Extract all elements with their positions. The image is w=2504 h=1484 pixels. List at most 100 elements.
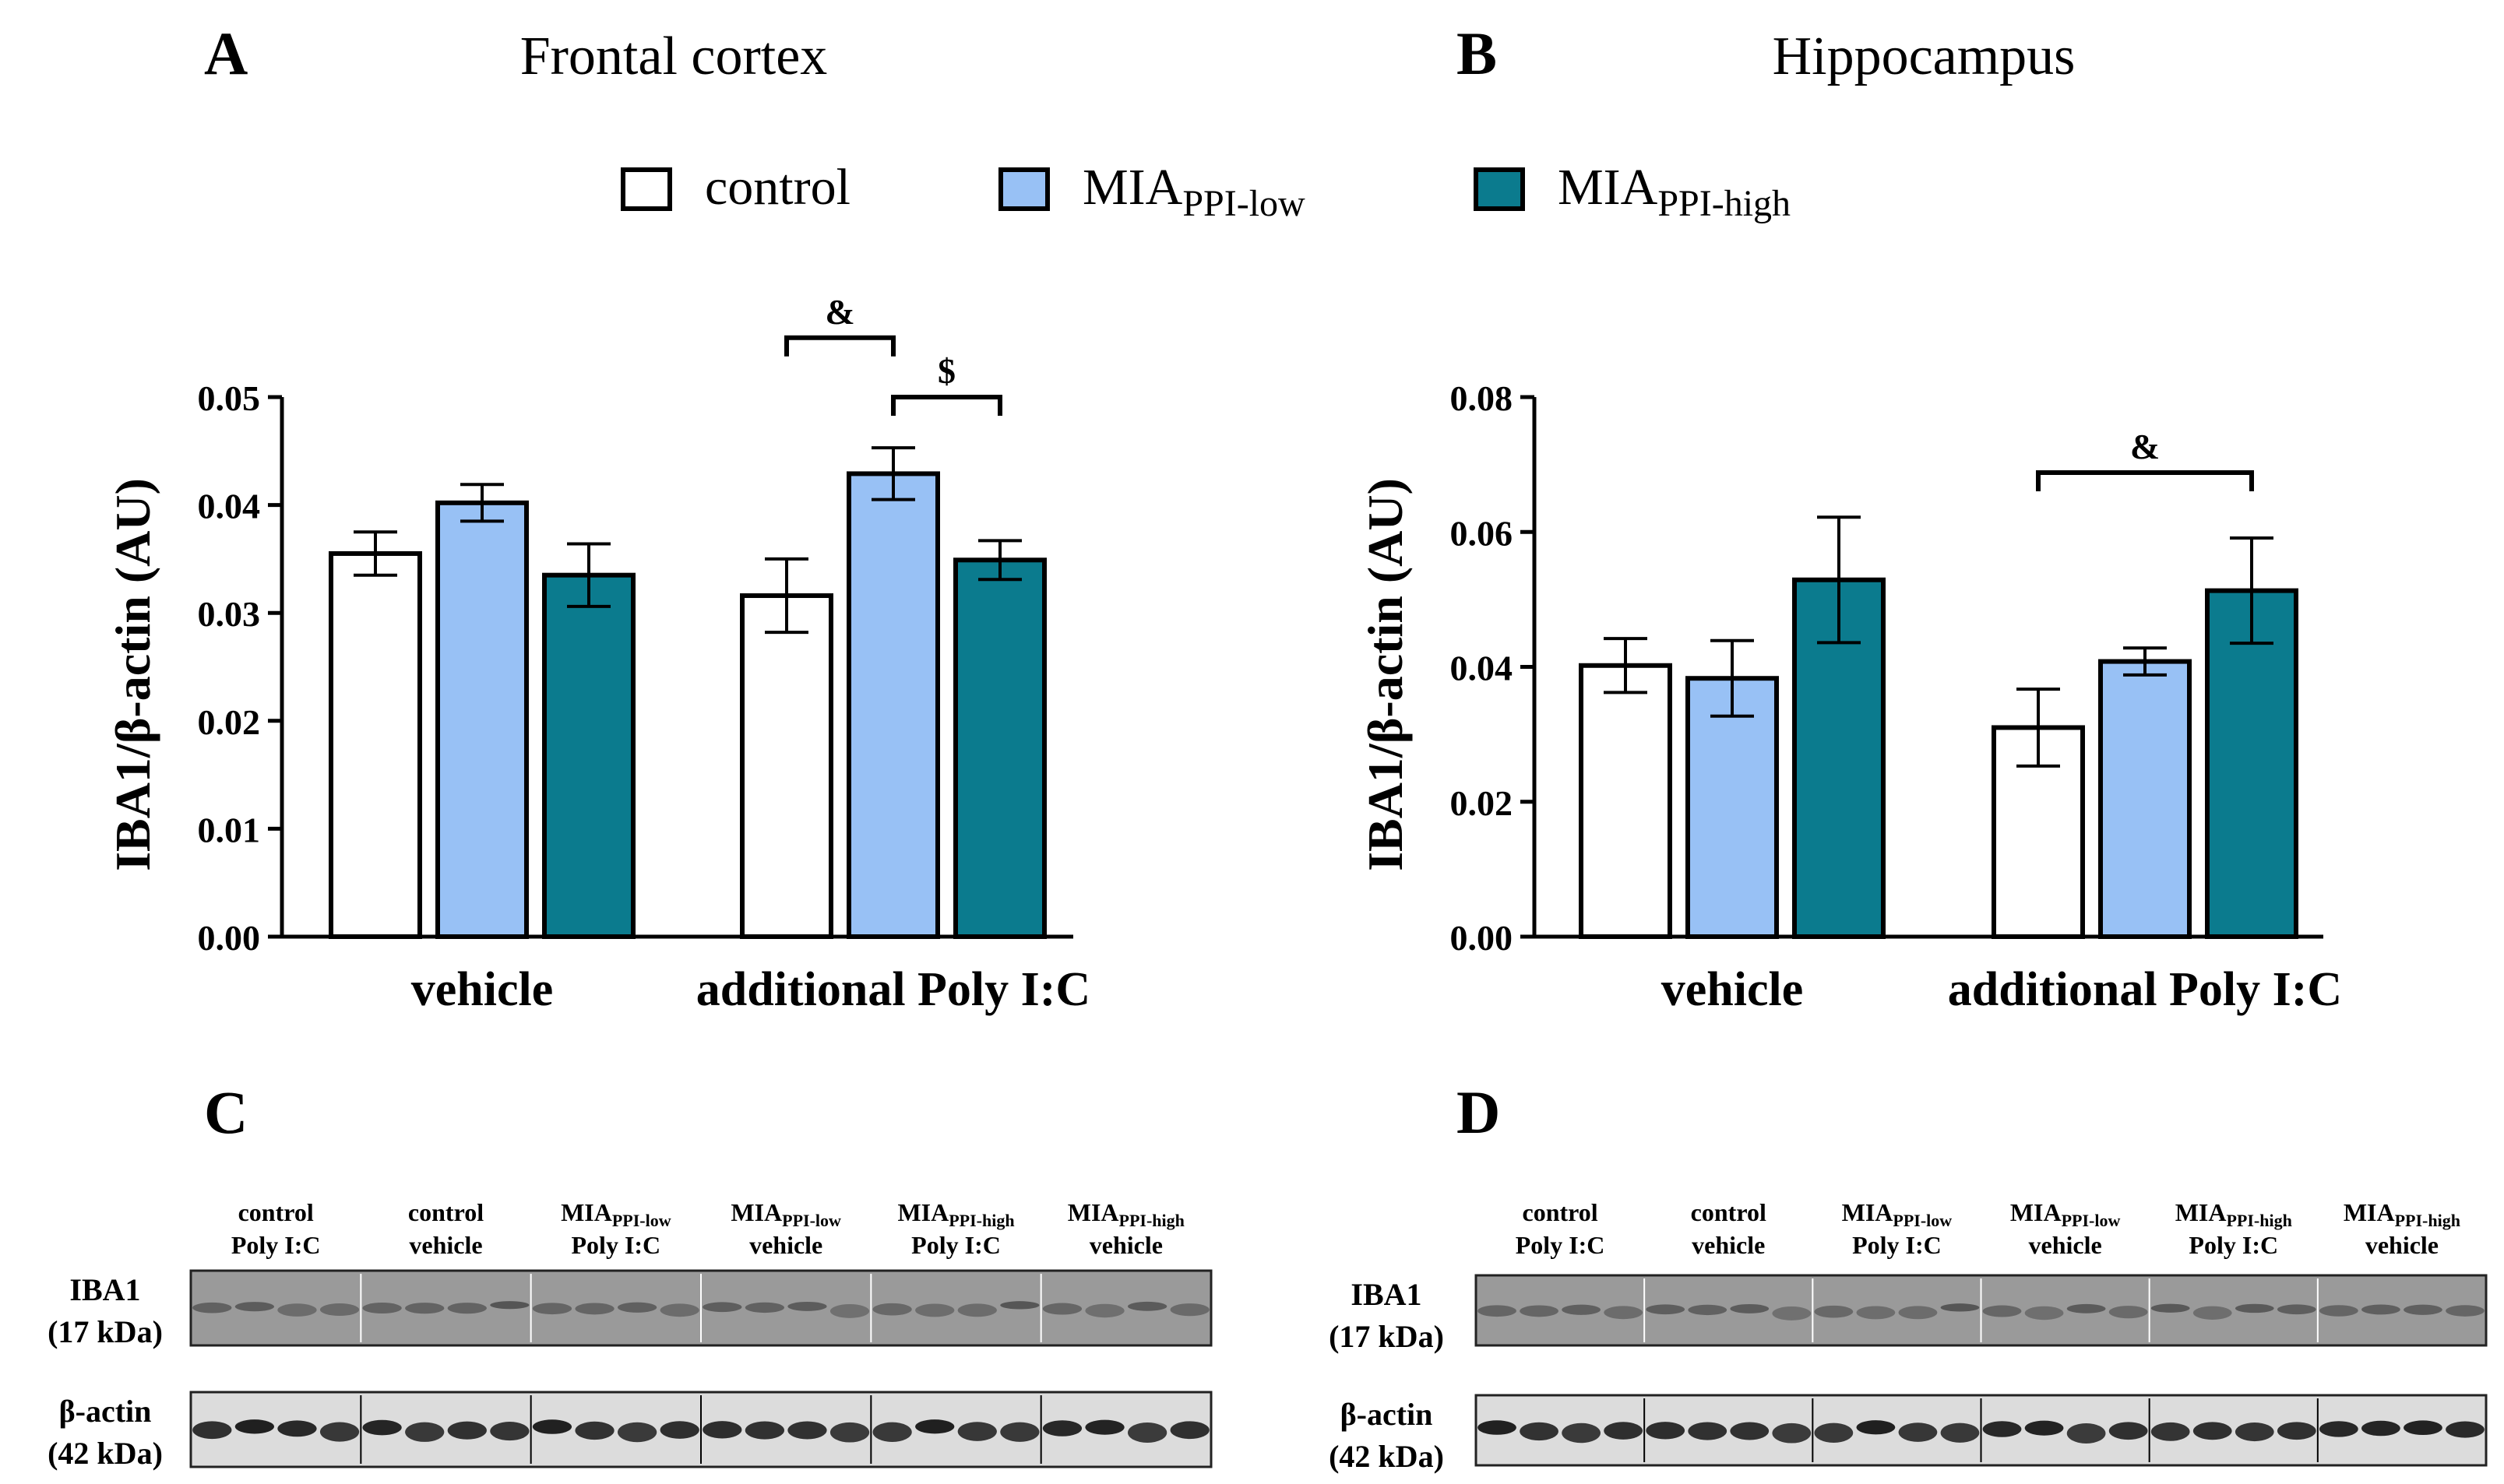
blot-band-0-10 bbox=[1898, 1306, 1938, 1320]
blot-band-0-9 bbox=[575, 1303, 615, 1315]
bar-1-1 bbox=[2098, 659, 2192, 939]
bar-1-0 bbox=[435, 500, 529, 939]
blot-band-0-15 bbox=[829, 1303, 870, 1318]
blot-band-1-20 bbox=[2319, 1421, 2358, 1437]
blot-group-label-1: control bbox=[1691, 1198, 1766, 1226]
bar-0-0 bbox=[1579, 663, 1672, 940]
blot-group-sublabel-4: Poly I:C bbox=[2189, 1231, 2278, 1259]
blot-band-1-3 bbox=[319, 1422, 360, 1442]
blot-row-label-0: IBA1 bbox=[69, 1272, 140, 1307]
blot-group-sublabel-2: Poly I:C bbox=[1852, 1231, 1942, 1259]
blot-band-1-22 bbox=[2404, 1420, 2442, 1436]
y-axis-label: IBA1/β-actin (AU) bbox=[1358, 478, 1413, 871]
significance-label-0: & bbox=[2130, 427, 2160, 466]
blot-band-0-22 bbox=[2404, 1304, 2442, 1315]
blot-band-1-10 bbox=[1898, 1422, 1938, 1442]
legend-label-2: MIAPPI-high bbox=[1558, 159, 1791, 224]
blot-band-0-7 bbox=[1772, 1306, 1812, 1320]
blot-band-1-4 bbox=[1646, 1422, 1685, 1440]
blot-band-0-4 bbox=[1646, 1304, 1685, 1315]
bar-1-1 bbox=[847, 471, 940, 939]
blot-band-1-11 bbox=[1940, 1422, 1980, 1443]
blot-band-0-2 bbox=[1562, 1304, 1601, 1315]
blot-band-1-19 bbox=[2277, 1422, 2316, 1440]
blot-band-1-10 bbox=[618, 1422, 657, 1443]
x-category-label-0: vehicle bbox=[1661, 963, 1804, 1016]
blot-band-0-13 bbox=[745, 1302, 784, 1313]
blot-band-0-13 bbox=[2024, 1306, 2064, 1320]
blot-band-1-14 bbox=[2066, 1422, 2106, 1444]
blot-band-1-18 bbox=[2235, 1422, 2274, 1442]
blot-band-0-8 bbox=[532, 1303, 572, 1315]
blot-band-1-7 bbox=[490, 1422, 530, 1441]
blot-band-1-16 bbox=[872, 1422, 912, 1442]
blot-group-sublabel-5: vehicle bbox=[2365, 1231, 2439, 1259]
significance-bracket-1 bbox=[891, 395, 1002, 416]
blot-band-0-20 bbox=[2319, 1305, 2358, 1317]
blot-band-1-12 bbox=[1982, 1421, 2022, 1437]
y-tick-label: 0.02 bbox=[1450, 783, 1513, 823]
blot-band-0-12 bbox=[1982, 1305, 2022, 1317]
blot-band-0-15 bbox=[2108, 1306, 2148, 1319]
y-tick-label: 0.00 bbox=[198, 918, 261, 958]
y-tick-label: 0.04 bbox=[198, 487, 261, 526]
x-category-label-1: additional Poly I:C bbox=[1948, 963, 2342, 1016]
blot-group-label-4: MIAPPI-high bbox=[2175, 1198, 2292, 1230]
blot-row-size-0: (17 kDa) bbox=[48, 1314, 163, 1349]
blot-band-1-9 bbox=[575, 1421, 615, 1440]
x-category-label-1: additional Poly I:C bbox=[696, 963, 1090, 1016]
blot-row-label-1: β-actin bbox=[59, 1394, 152, 1429]
blot-band-0-3 bbox=[1604, 1306, 1643, 1320]
blot-group-label-3: MIAPPI-low bbox=[731, 1198, 841, 1230]
legend-label-1: MIAPPI-low bbox=[1083, 159, 1305, 224]
blot-band-0-5 bbox=[405, 1303, 445, 1314]
y-tick-label: 0.02 bbox=[198, 702, 261, 742]
blot-band-0-7 bbox=[490, 1301, 530, 1310]
blot-group-sublabel-3: vehicle bbox=[2028, 1231, 2101, 1259]
blot-band-0-23 bbox=[1170, 1303, 1210, 1317]
blot-band-1-2 bbox=[1562, 1422, 1601, 1444]
blot-band-1-5 bbox=[1688, 1422, 1727, 1440]
blot-band-0-21 bbox=[1085, 1303, 1125, 1318]
blot-band-1-11 bbox=[660, 1421, 699, 1439]
blot-band-1-13 bbox=[2024, 1420, 2064, 1436]
y-axis-label: IBA1/β-actin (AU) bbox=[105, 478, 160, 871]
legend-label-0: control bbox=[705, 159, 851, 216]
blot-band-0-19 bbox=[2277, 1304, 2316, 1315]
blot-band-0-9 bbox=[1856, 1306, 1896, 1320]
blot-band-0-4 bbox=[362, 1303, 402, 1314]
bar-0-0 bbox=[329, 550, 422, 939]
blot-group-label-1: control bbox=[408, 1198, 484, 1226]
blot-band-1-21 bbox=[1085, 1419, 1125, 1435]
blot-band-1-17 bbox=[915, 1419, 955, 1434]
legend: control MIAPPI-low MIAPPI-high bbox=[621, 159, 1791, 224]
blot-band-1-23 bbox=[1170, 1421, 1210, 1440]
blot-band-0-16 bbox=[2150, 1303, 2190, 1313]
blot-band-0-22 bbox=[1128, 1301, 1167, 1311]
blot-band-1-23 bbox=[2446, 1421, 2485, 1438]
blot-band-0-0 bbox=[1477, 1305, 1516, 1317]
legend-swatch-2 bbox=[1474, 167, 1525, 211]
panel-letter-d: D bbox=[1456, 1078, 1500, 1146]
blot-group-sublabel-1: vehicle bbox=[1692, 1231, 1765, 1259]
blot-group-label-4: MIAPPI-high bbox=[897, 1198, 1014, 1230]
blot-band-0-19 bbox=[1000, 1301, 1040, 1310]
blot-band-0-21 bbox=[2361, 1304, 2400, 1315]
blot-group-label-2: MIAPPI-low bbox=[561, 1198, 671, 1230]
blot-row-label-0: IBA1 bbox=[1351, 1277, 1421, 1312]
blot-band-1-20 bbox=[1042, 1420, 1083, 1437]
legend-swatch-1 bbox=[998, 167, 1050, 211]
y-tick-label: 0.00 bbox=[1450, 918, 1513, 958]
blot-band-1-14 bbox=[787, 1421, 827, 1440]
blot-band-1-5 bbox=[405, 1422, 445, 1442]
y-tick-label: 0.01 bbox=[198, 810, 261, 849]
blot-band-0-20 bbox=[1042, 1303, 1083, 1315]
blot-band-0-6 bbox=[447, 1303, 487, 1314]
blot-band-0-18 bbox=[2235, 1303, 2274, 1313]
significance-label-0: & bbox=[825, 292, 854, 332]
bar-1-0 bbox=[1685, 676, 1779, 939]
blot-group-sublabel-1: vehicle bbox=[409, 1231, 482, 1259]
